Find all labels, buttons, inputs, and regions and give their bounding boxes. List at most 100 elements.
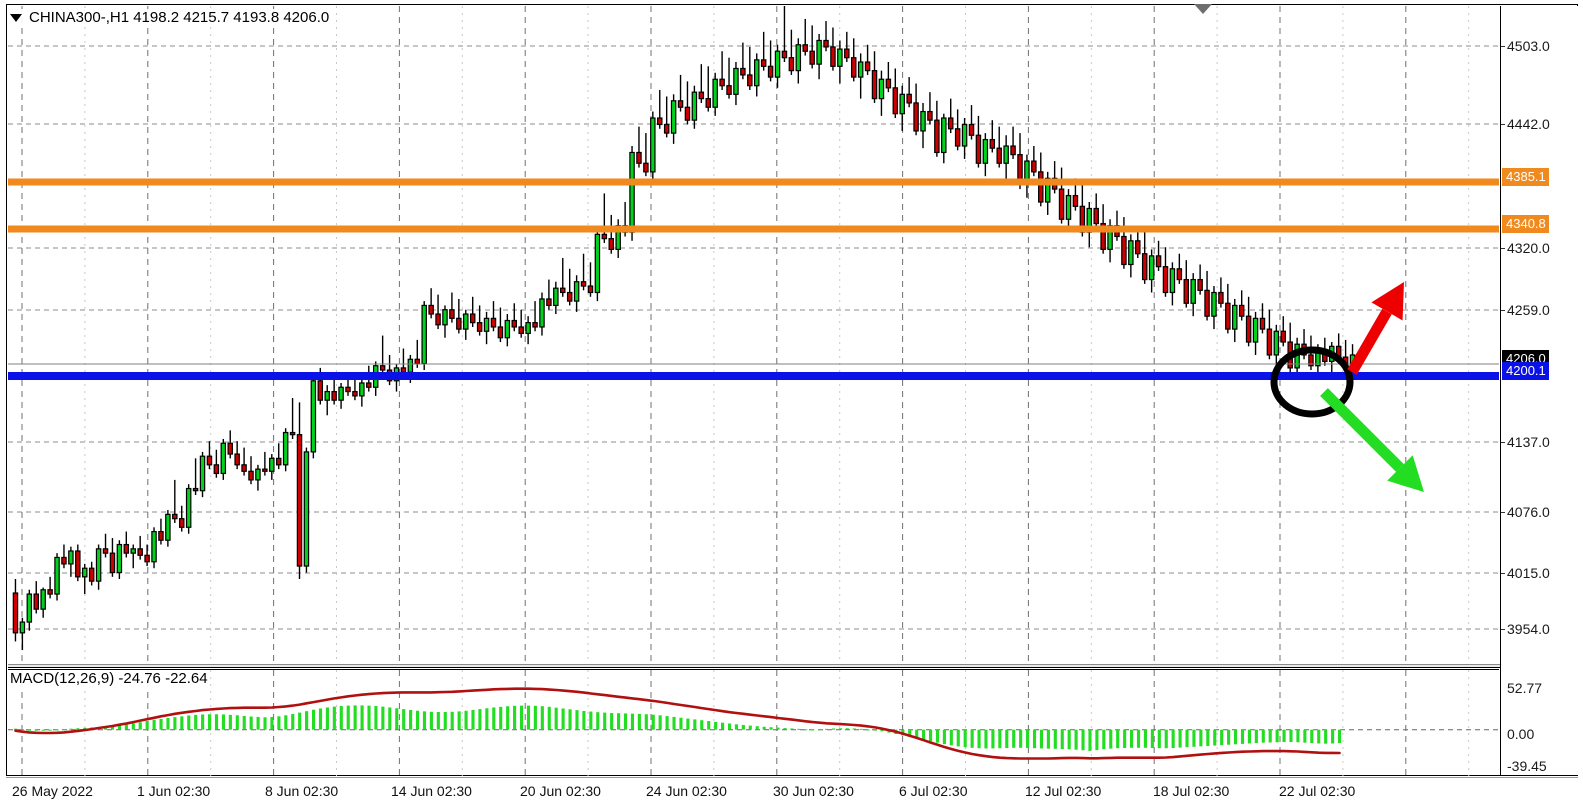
macd-histogram-bar: [159, 718, 163, 730]
macd-histogram-bar: [852, 728, 856, 730]
macd-histogram-bar: [97, 727, 101, 730]
macd-histogram-bar: [513, 705, 517, 730]
candle-body: [636, 151, 642, 164]
candle-body: [663, 123, 670, 134]
macd-histogram: [13, 705, 1342, 751]
candle-body: [130, 548, 136, 554]
macd-histogram-bar: [110, 725, 115, 730]
price-scale-tick: [1501, 248, 1505, 249]
candle-body: [289, 431, 296, 436]
price-scale-label: 4320.0: [1507, 240, 1550, 256]
macd-histogram-bar: [166, 717, 170, 730]
candle-body: [816, 39, 822, 65]
candle-body: [1322, 350, 1328, 363]
macd-histogram-bar: [173, 717, 177, 730]
price-scale[interactable]: 4503.0 4442.0 4320.0 4259.0 4137.0 4076.0 4015…: [1500, 6, 1578, 775]
macd-histogram-bar: [1296, 729, 1300, 743]
candle-body: [1301, 343, 1307, 356]
macd-histogram-bar: [603, 712, 607, 730]
macd-histogram-bar: [1220, 729, 1224, 746]
candle-body: [151, 530, 157, 563]
candle-body: [199, 455, 206, 492]
candle-body: [1335, 345, 1342, 358]
price-chart-pane[interactable]: [8, 6, 1499, 663]
macd-histogram-bar: [1233, 729, 1238, 745]
symbol-header[interactable]: CHINA300-,H1 4198.2 4215.7 4193.8 4206.0: [10, 9, 336, 26]
macd-histogram-bar: [1130, 729, 1134, 748]
candle-body: [61, 556, 67, 565]
candle-body: [712, 78, 718, 108]
candle-body: [414, 358, 421, 365]
macd-histogram-bar: [617, 713, 621, 730]
macd-histogram-bar: [922, 729, 926, 740]
macd-histogram-bar: [339, 706, 343, 730]
macd-histogram-bar: [623, 713, 628, 730]
price-scale-label: 3954.0: [1507, 621, 1550, 637]
macd-histogram-bar: [741, 724, 745, 730]
macd-histogram-bar: [769, 727, 773, 730]
candle-body: [857, 61, 864, 78]
candle-body: [352, 390, 358, 397]
macd-histogram-bar: [277, 716, 281, 730]
resistance-2-tag[interactable]: 4340.8: [1502, 215, 1549, 233]
macd-histogram-bar: [1102, 729, 1106, 750]
macd-histogram-bar: [1026, 729, 1030, 749]
candle-body: [878, 78, 885, 100]
macd-histogram-bar: [637, 713, 641, 730]
macd-histogram-bar: [41, 729, 45, 731]
macd-histogram-bar: [256, 716, 260, 730]
price-scale-tick: [1501, 46, 1505, 47]
macd-histogram-bar: [208, 714, 212, 730]
candle-body: [608, 238, 615, 251]
candle-body: [116, 543, 123, 574]
symbol-header-label: CHINA300-,H1 4198.2 4215.7 4193.8 4206.0: [29, 9, 330, 26]
candle-body: [435, 313, 441, 326]
candle-body: [691, 91, 698, 121]
macd-indicator-pane[interactable]: [8, 669, 1499, 776]
resistance-1-tag[interactable]: 4385.1: [1502, 168, 1549, 186]
candle-body: [262, 468, 268, 472]
candle-body: [1238, 304, 1245, 317]
candle-body: [753, 59, 760, 87]
time-scale-label: 12 Jul 02:30: [1025, 783, 1102, 799]
candle-body: [927, 110, 933, 121]
macd-histogram-bar: [582, 710, 586, 730]
candle-body: [372, 365, 379, 388]
macd-histogram-bar: [187, 715, 191, 730]
candle-body: [650, 117, 656, 173]
macd-histogram-bar: [291, 714, 295, 730]
time-scale[interactable]: 26 May 2022 1 Jun 02:30 8 Jun 02:30 14 Jun …: [6, 777, 1578, 807]
macd-histogram-bar: [873, 729, 877, 731]
candle-body: [1211, 291, 1217, 317]
macd-histogram-bar: [845, 728, 849, 730]
support-tag[interactable]: 4200.1: [1502, 362, 1549, 380]
candle-body: [1308, 354, 1314, 367]
candle-body: [913, 102, 919, 132]
macd-histogram-bar: [228, 714, 232, 730]
candle-body: [1204, 289, 1210, 317]
pane-divider[interactable]: [8, 664, 1578, 668]
macd-histogram-bar: [1164, 729, 1168, 749]
candle-body: [698, 91, 705, 100]
triangle-down-icon[interactable]: [10, 13, 22, 22]
candle-body: [449, 309, 455, 319]
macd-histogram-bar: [471, 709, 475, 730]
time-scale-label: 8 Jun 02:30: [265, 783, 339, 799]
candle-body: [906, 93, 912, 104]
macd-histogram-bar: [221, 714, 225, 730]
candle-body: [1232, 304, 1238, 330]
macd-histogram-bar: [249, 716, 253, 730]
macd-histogram-bar: [859, 728, 863, 730]
candle-body: [934, 119, 940, 154]
candle-body: [1155, 255, 1162, 268]
candle-body: [1058, 188, 1065, 220]
macd-histogram-bar: [443, 711, 447, 730]
macd-histogram-bar: [783, 728, 787, 730]
candle-body: [26, 593, 33, 623]
candle-body: [532, 322, 538, 328]
macd-histogram-bar: [1053, 729, 1057, 749]
candle-body: [95, 548, 102, 582]
candle-body: [1121, 235, 1127, 266]
candle-body: [781, 50, 788, 59]
